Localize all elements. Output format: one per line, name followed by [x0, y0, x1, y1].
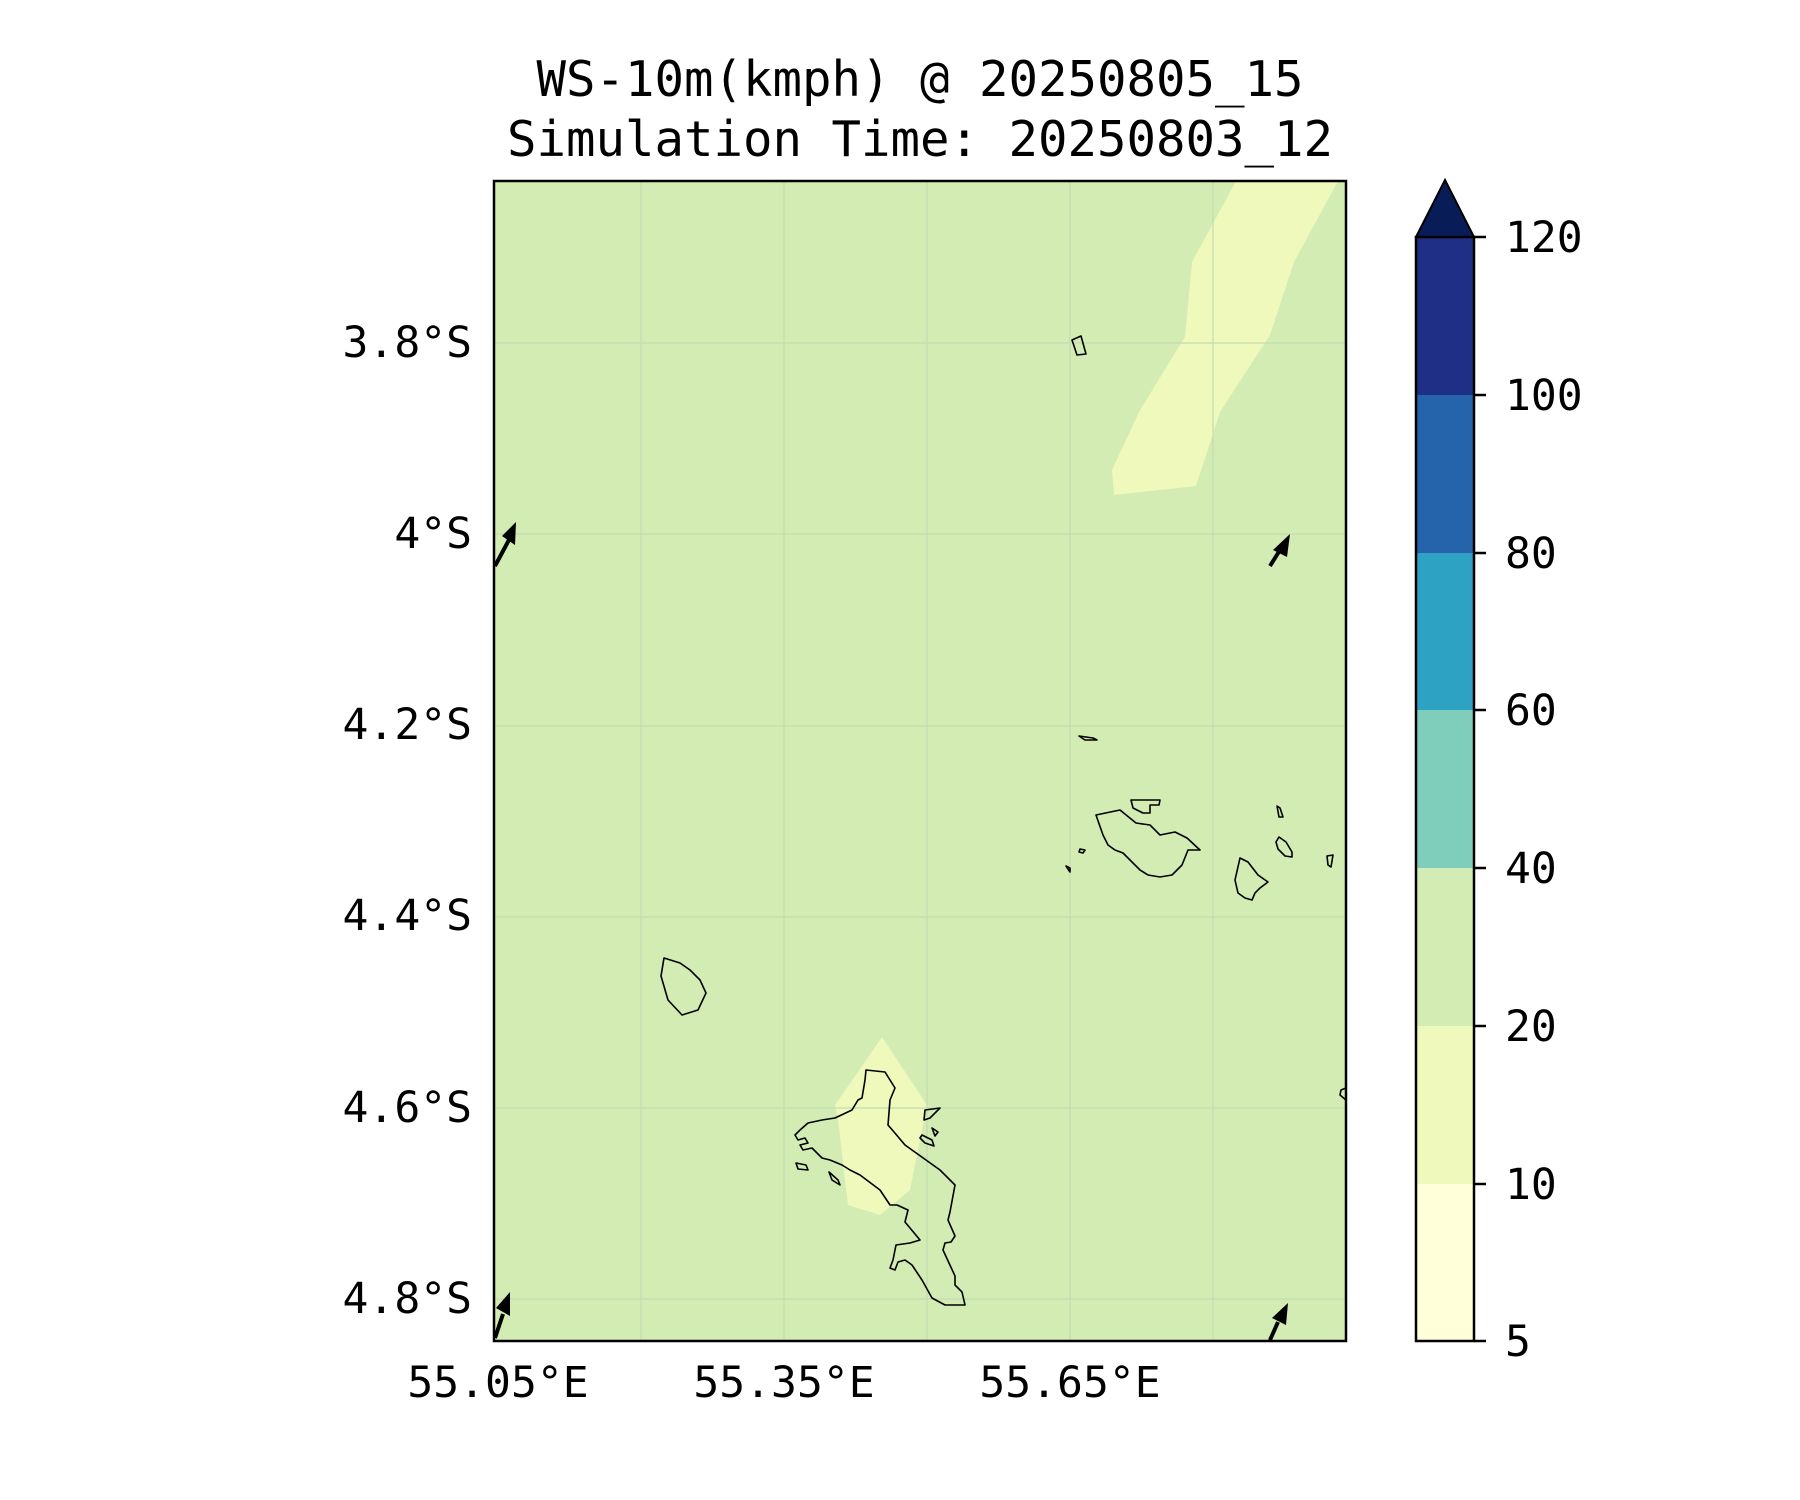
lon-tick-label: 55.65°E — [979, 1358, 1160, 1408]
map-title-line2: Simulation Time: 20250803_12 — [507, 111, 1333, 168]
coastlines — [660, 335, 1346, 1306]
coastline-islet-6 — [1071, 335, 1087, 356]
lat-tick-label: 4.4°S — [343, 891, 472, 941]
coastline-islet-3 — [1078, 848, 1086, 854]
map-gridlines — [494, 181, 1346, 1341]
colorbar-extend-arrow — [1414, 177, 1476, 238]
lon-tick-label: 55.35°E — [693, 1358, 874, 1408]
wind-arrow — [1268, 1303, 1288, 1341]
map-frame — [492, 179, 1348, 1343]
coastline-islet-1 — [1276, 805, 1284, 818]
colorbar-tick-label: 20 — [1505, 1002, 1557, 1052]
colorbar-band — [1416, 237, 1474, 395]
map-panel — [492, 179, 1348, 1343]
coastline-felicite — [1275, 836, 1293, 858]
wind-arrow — [494, 1292, 510, 1339]
wind-arrow — [1268, 534, 1290, 568]
colorbar-tick-label: 100 — [1505, 371, 1583, 421]
colorbar-tick-label: 40 — [1505, 844, 1557, 894]
map-title-line1: WS-10m(kmph) @ 20250805_15 — [536, 51, 1303, 108]
coastline-islet-8 — [919, 1134, 935, 1147]
colorbar-tick-label: 80 — [1505, 529, 1557, 579]
wind-arrows — [494, 522, 1290, 1341]
coastline-islet-2 — [1326, 854, 1334, 868]
colorbar-band — [1416, 1184, 1474, 1341]
coastline-islet-9 — [931, 1127, 939, 1137]
low-wind-area-mahe — [835, 1037, 927, 1215]
lat-tick-label: 4°S — [394, 509, 472, 559]
coastline-silhouette — [660, 957, 707, 1016]
colorbar-band — [1416, 395, 1474, 553]
latitude-axis: 3.8°S 4°S 4.2°S 4.4°S 4.6°S 4.8°S — [343, 318, 472, 1324]
longitude-axis: 55.05°E 55.35°E 55.65°E — [407, 1358, 1160, 1408]
lat-tick-label: 4.6°S — [343, 1083, 472, 1133]
coastline-praslin — [1095, 809, 1201, 878]
lat-tick-label: 3.8°S — [343, 318, 472, 368]
coastline-islet-10 — [795, 1162, 809, 1171]
colorbar: 5 10 20 40 60 80 100 120 — [1414, 177, 1583, 1367]
coastline-islet-7 — [923, 1107, 941, 1121]
colorbar-band — [1416, 1026, 1474, 1184]
coastline-mahe — [794, 1069, 966, 1306]
low-wind-area-northeast — [1112, 181, 1338, 495]
wind-arrow — [494, 522, 516, 567]
colorbar-tick-label: 60 — [1505, 686, 1557, 736]
colorbar-tick-label: 10 — [1505, 1160, 1557, 1210]
coastline-islet-4 — [1065, 865, 1071, 873]
colorbar-tick-label: 5 — [1505, 1317, 1531, 1367]
lat-tick-label: 4.2°S — [343, 700, 472, 750]
colorbar-ticks — [1474, 235, 1486, 1343]
colorbar-tick-label: 120 — [1505, 213, 1583, 263]
colorbar-band — [1416, 868, 1474, 1026]
lon-tick-label: 55.05°E — [407, 1358, 588, 1408]
colorbar-band — [1416, 553, 1474, 710]
lat-tick-label: 4.8°S — [343, 1274, 472, 1324]
coastline-islet-5 — [1078, 735, 1098, 741]
coastline-islet-11 — [828, 1171, 841, 1186]
colorbar-frame — [1414, 235, 1476, 1343]
coastline-la-digue — [1234, 857, 1269, 901]
coastline-islet-12 — [1339, 1087, 1346, 1101]
colorbar-band — [1416, 710, 1474, 868]
coastline-curieuse — [1130, 799, 1161, 814]
